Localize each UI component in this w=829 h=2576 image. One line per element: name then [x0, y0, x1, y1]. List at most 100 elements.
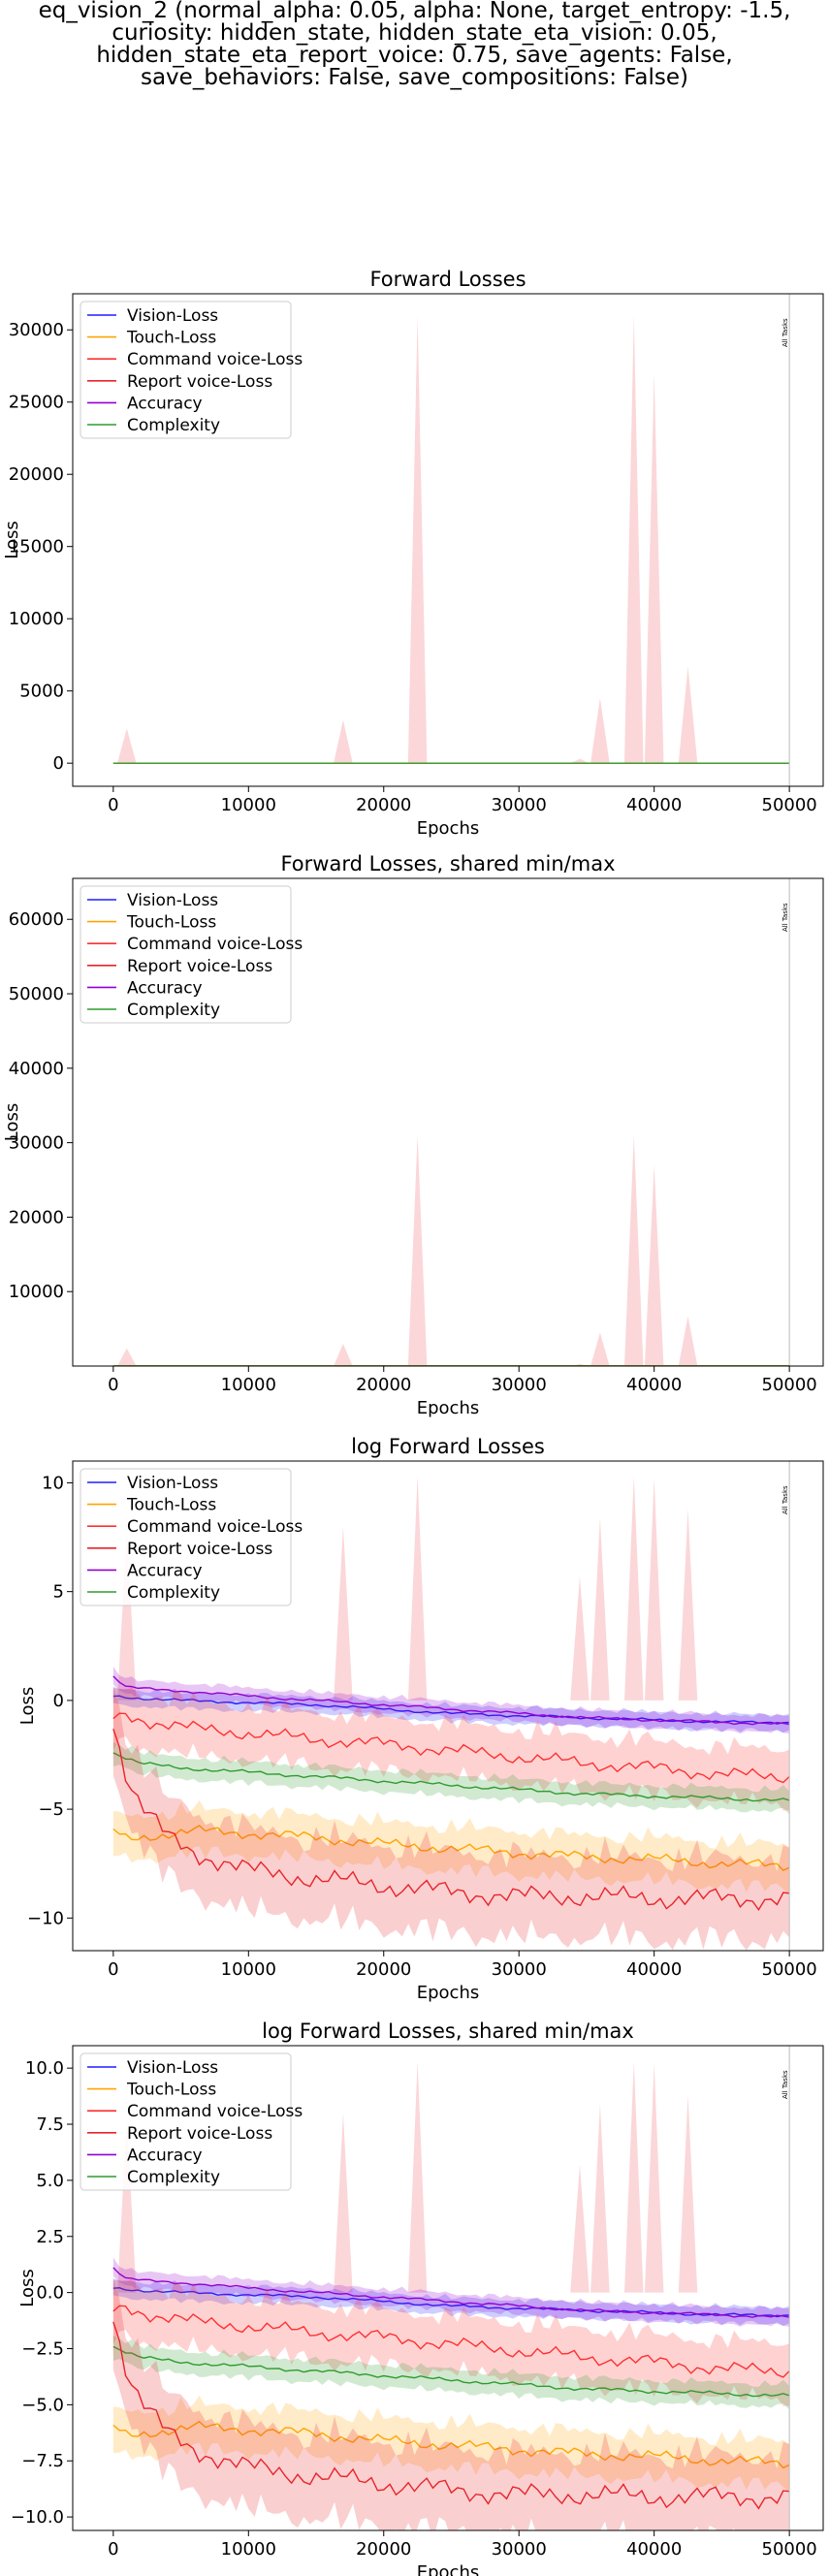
- x-tick-label: 20000: [356, 1959, 411, 1980]
- legend-entry: Report voice-Loss: [127, 2124, 272, 2144]
- spike-1: [117, 728, 137, 764]
- legend-entry: Accuracy: [127, 394, 203, 413]
- spike-2: [334, 2113, 353, 2293]
- spike-3: [407, 315, 428, 764]
- y-axis-label: Loss: [17, 1687, 38, 1725]
- legend-entry: Command voice-Loss: [127, 1517, 303, 1537]
- figure-title-line-2: curiosity: hidden_state, hidden_state_et…: [112, 20, 717, 46]
- y-tick-label: 15000: [9, 537, 64, 557]
- y-tick-label: 10000: [9, 1282, 64, 1302]
- axes-frame: [72, 293, 824, 787]
- legend-entry: Vision-Loss: [127, 891, 218, 910]
- legend-entry: Touch-Loss: [126, 2081, 216, 2100]
- y-tick-label: 0.0: [36, 2283, 64, 2304]
- spike-8: [678, 2094, 698, 2293]
- spike-7: [644, 1164, 664, 1366]
- y-tick-label: −2.5: [21, 2339, 64, 2360]
- series-line-report-voice-loss: [112, 1729, 790, 1912]
- chart-title: log Forward Losses: [351, 1435, 545, 1458]
- x-tick-label: 30000: [492, 795, 547, 815]
- y-tick-label: −5: [38, 1799, 64, 1820]
- x-tick-label: 40000: [626, 2539, 682, 2560]
- x-tick-label: 50000: [762, 1959, 817, 1980]
- x-tick-label: 0: [108, 1375, 118, 1395]
- x-tick-label: 40000: [626, 1375, 682, 1395]
- legend-entry: Touch-Loss: [126, 1496, 216, 1515]
- y-tick-label: 40000: [9, 1059, 64, 1079]
- axes-frame: [72, 1460, 824, 1952]
- plot-area: [112, 1476, 790, 1951]
- series-band-complexity: [112, 2336, 790, 2410]
- y-axis-label: Loss: [2, 1103, 22, 1141]
- spike-1: [117, 1348, 137, 1366]
- legend: Vision-Loss Touch-Loss Command voice-Loss R…: [80, 301, 303, 439]
- x-tick-label: 20000: [356, 795, 411, 815]
- figure-title-line-1: eq_vision_2 (normal_alpha: 0.05, alpha: …: [38, 0, 791, 23]
- legend-entry: Complexity: [127, 2168, 220, 2187]
- legend-box: [80, 885, 292, 1024]
- series-line-complexity: [112, 1752, 790, 1802]
- chart-title: Forward Losses: [369, 268, 526, 291]
- legend-entry: Command voice-Loss: [127, 350, 303, 369]
- spike-3: [407, 1134, 428, 1366]
- spike-5: [590, 1332, 610, 1366]
- x-axis-label: Epochs: [417, 1983, 480, 2003]
- axes-frame: [72, 2045, 824, 2531]
- x-tick-label: 50000: [762, 2539, 817, 2560]
- y-tick-label: 30000: [9, 320, 64, 340]
- series-line-touch-loss: [112, 2420, 790, 2469]
- spike-8: [678, 1316, 698, 1366]
- x-tick-label: 10000: [221, 2539, 276, 2560]
- task-vline-label: All Tasks: [781, 2070, 789, 2099]
- legend-box: [80, 2052, 292, 2191]
- figure-title: eq_vision_2 (normal_alpha: 0.05, alpha: …: [0, 0, 829, 89]
- legend-entry: Report voice-Loss: [127, 1540, 272, 1559]
- legend-entry: Accuracy: [127, 2146, 203, 2165]
- series-line-accuracy: [112, 2267, 790, 2318]
- spike-4: [570, 2164, 590, 2293]
- figure-title-line-4: save_behaviors: False, save_compositions…: [140, 65, 688, 90]
- axes-frame: [72, 877, 824, 1367]
- x-axis-label: Epochs: [417, 818, 480, 839]
- legend: Vision-Loss Touch-Loss Command voice-Loss R…: [80, 1468, 303, 1606]
- x-tick-label: 10000: [221, 795, 276, 815]
- spike-6: [623, 2061, 644, 2293]
- x-tick-label: 0: [108, 1959, 118, 1980]
- plot-area: [112, 1134, 790, 1366]
- x-axis-label: Epochs: [417, 1398, 480, 1418]
- spike-3: [407, 1476, 428, 1701]
- y-axis-label: Loss: [17, 2269, 38, 2306]
- x-tick-label: 0: [108, 795, 118, 815]
- x-axis-label: Epochs: [417, 2562, 480, 2576]
- series-band-report-voice-loss: [112, 1687, 790, 1951]
- y-tick-label: −5.0: [21, 2395, 64, 2415]
- spike-2: [334, 1343, 353, 1366]
- task-vline-label: All Tasks: [781, 1485, 789, 1514]
- spike-6: [623, 1476, 644, 1701]
- y-tick-label: 0: [53, 753, 64, 774]
- x-tick-label: 40000: [626, 795, 682, 815]
- figure-title-line-3: hidden_state_eta_report_voice: 0.75, sav…: [96, 43, 733, 68]
- spike-5: [590, 698, 610, 764]
- series-line-report-voice-loss: [112, 2321, 790, 2510]
- x-tick-label: 40000: [626, 1959, 682, 1980]
- spike-4: [570, 758, 590, 764]
- y-tick-label: 20000: [9, 464, 64, 485]
- legend-box: [80, 1468, 292, 1606]
- legend-entry: Complexity: [127, 1583, 220, 1603]
- legend-entry: Report voice-Loss: [127, 372, 272, 392]
- x-tick-label: 50000: [762, 1375, 817, 1395]
- task-vline-label: All Tasks: [781, 903, 789, 932]
- x-tick-label: 10000: [221, 1375, 276, 1395]
- y-tick-label: 5: [53, 1582, 64, 1603]
- series-line-accuracy: [112, 1675, 790, 1726]
- legend-entry: Vision-Loss: [127, 2058, 218, 2078]
- legend-entry: Vision-Loss: [127, 306, 218, 326]
- chart-panel-1: All Tasks 0 10000 20000 30000 40000 50000 0 5000…: [2, 268, 824, 839]
- plot-area: [112, 2061, 790, 2530]
- legend: Vision-Loss Touch-Loss Command voice-Loss R…: [80, 885, 303, 1024]
- y-tick-label: 60000: [9, 909, 64, 930]
- y-tick-label: −7.5: [21, 2451, 64, 2471]
- x-tick-label: 30000: [492, 1959, 547, 1980]
